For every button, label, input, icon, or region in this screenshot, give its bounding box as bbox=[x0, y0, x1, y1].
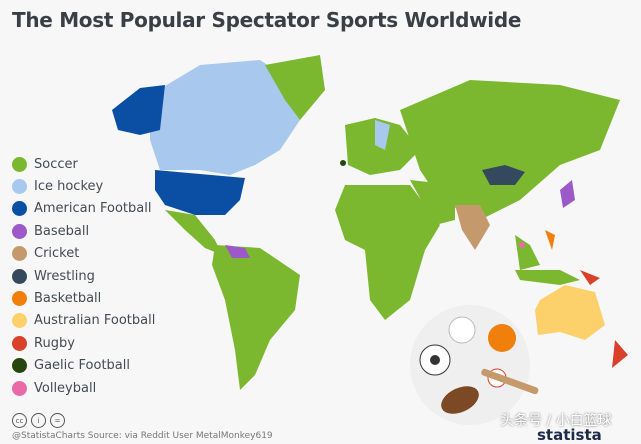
region-canada bbox=[150, 60, 300, 175]
legend-item-baseball: Baseball bbox=[12, 220, 155, 242]
american-football-icon bbox=[441, 386, 479, 414]
color-swatch bbox=[12, 156, 27, 172]
region-alaska bbox=[112, 85, 165, 135]
color-swatch bbox=[12, 380, 27, 396]
color-swatch bbox=[12, 358, 27, 374]
legend-item-cricket: Cricket bbox=[12, 243, 155, 265]
legend-item-volleyball: Volleyball bbox=[12, 377, 155, 399]
legend-item-american-football: American Football bbox=[12, 198, 155, 220]
legend: Soccer Ice hockey American Football Base… bbox=[12, 153, 155, 399]
legend-item-wrestling: Wrestling bbox=[12, 265, 155, 287]
source-text: @StatistaCharts Source: via Reddit User … bbox=[12, 431, 273, 441]
world-map bbox=[112, 55, 628, 425]
legend-item-soccer: Soccer bbox=[12, 153, 155, 175]
region-usa bbox=[155, 170, 245, 215]
color-swatch bbox=[12, 335, 27, 351]
cc-icon: cc bbox=[12, 413, 27, 428]
license-icons: cc i = bbox=[12, 413, 65, 428]
color-swatch bbox=[12, 246, 27, 262]
legend-item-gaelic-football: Gaelic Football bbox=[12, 355, 155, 377]
legend-item-ice-hockey: Ice hockey bbox=[12, 175, 155, 197]
by-icon: i bbox=[31, 413, 46, 428]
color-swatch bbox=[12, 268, 27, 284]
color-swatch bbox=[12, 291, 27, 307]
nd-icon: = bbox=[50, 413, 65, 428]
legend-item-basketball: Basketball bbox=[12, 287, 155, 309]
statista-logo: statista bbox=[537, 426, 602, 444]
color-swatch bbox=[12, 223, 27, 239]
legend-item-australian-football: Australian Football bbox=[12, 310, 155, 332]
color-swatch bbox=[12, 313, 27, 329]
page-title: The Most Popular Spectator Sports Worldw… bbox=[12, 8, 522, 32]
basketball-icon bbox=[488, 324, 516, 352]
watermark: 头条号 / 小白篮球 bbox=[500, 413, 612, 429]
baseball-bat-icon bbox=[481, 368, 539, 395]
legend-item-rugby: Rugby bbox=[12, 332, 155, 354]
color-swatch bbox=[12, 201, 27, 217]
volleyball-icon bbox=[448, 316, 476, 344]
color-swatch bbox=[12, 179, 27, 195]
